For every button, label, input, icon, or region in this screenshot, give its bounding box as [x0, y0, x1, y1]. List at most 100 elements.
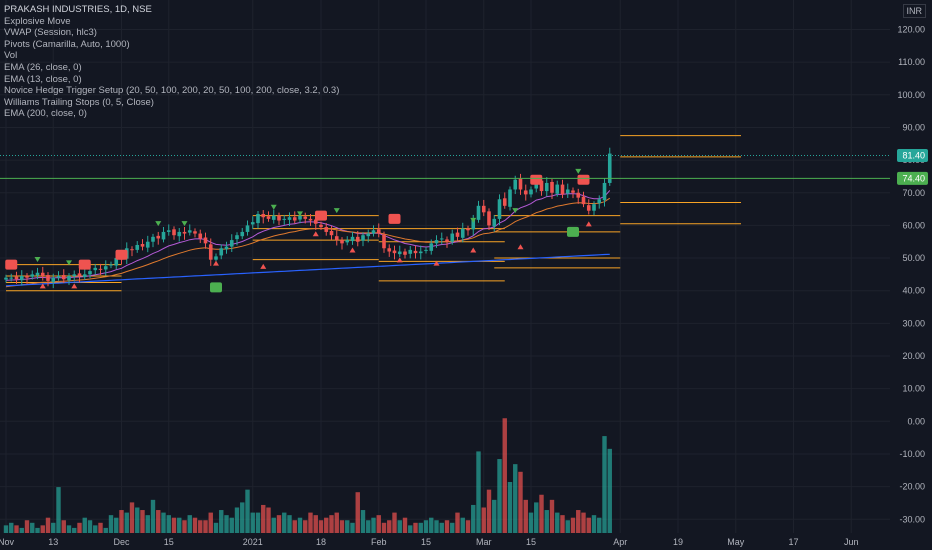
volume-bar: [276, 515, 282, 533]
volume-bar: [591, 515, 597, 533]
candle-body: [245, 225, 250, 232]
volume-bar: [19, 527, 24, 533]
volume-bar: [313, 515, 318, 533]
candle-body: [298, 215, 302, 220]
candle-body: [597, 199, 602, 204]
x-tick-label: 15: [164, 537, 174, 547]
x-tick-label: 19: [673, 537, 683, 547]
volume-bar: [192, 517, 198, 533]
sell-stop-arrow: [433, 260, 440, 266]
indicator-vol[interactable]: Vol: [4, 50, 18, 62]
volume-bar: [229, 517, 234, 533]
candle-body: [198, 233, 203, 239]
volume-bar: [30, 522, 35, 533]
price-levels: [0, 155, 890, 179]
candle-body: [518, 178, 523, 190]
candle-body: [51, 277, 56, 282]
y-axis: 120.00110.00100.0090.0080.0070.0060.0050…: [897, 25, 928, 524]
volume-bar: [114, 517, 119, 533]
indicator-ema-200[interactable]: EMA (200, close, 0): [4, 108, 87, 120]
currency-label[interactable]: INR: [902, 4, 926, 18]
candle-body: [607, 153, 612, 183]
volume-bar: [35, 527, 40, 533]
x-tick-label: 17: [788, 537, 798, 547]
volume-bar: [93, 525, 98, 533]
candle-body: [103, 266, 108, 270]
sell-signal-tag: [388, 213, 401, 224]
volume-bar: [387, 520, 392, 533]
volume-bar: [518, 471, 523, 533]
indicator-williams-stops[interactable]: Williams Trailing Stops (0, 5, Close): [4, 96, 154, 108]
candle-body: [439, 238, 444, 240]
volume-bar: [439, 522, 444, 533]
ema-200-line: [5, 253, 610, 287]
candle-body: [513, 179, 518, 190]
candle-body: [361, 235, 365, 241]
candle-body: [208, 244, 213, 260]
candle-body: [366, 233, 371, 237]
indicator-vwap[interactable]: VWAP (Session, hlc3): [4, 27, 97, 39]
candle-body: [35, 272, 40, 276]
candle-body: [313, 219, 318, 224]
symbol-title[interactable]: PRAKASH INDUSTRIES, 1D, NSE: [4, 4, 152, 15]
candle-body: [602, 182, 607, 201]
volume-bar: [203, 520, 208, 533]
volume-bar: [413, 522, 418, 533]
volume-bar: [77, 522, 82, 533]
indicator-pivots[interactable]: Pivots (Camarilla, Auto, 1000): [4, 38, 130, 50]
volume-bar: [534, 502, 539, 533]
candle-body: [177, 231, 182, 237]
last-price-label: 81.40: [902, 151, 925, 161]
volume-bar: [345, 520, 350, 533]
last-price-label-bg: [897, 149, 928, 163]
volume-bar: [297, 517, 303, 533]
candle-body: [592, 204, 596, 211]
buy-stop-arrow: [512, 208, 519, 214]
candle-body: [271, 215, 276, 220]
indicator-novice-hedge[interactable]: Novice Hedge Trigger Setup (20, 50, 100,…: [4, 85, 340, 97]
x-tick-label: May: [727, 537, 745, 547]
sell-signal-tag: [315, 210, 327, 221]
volume-bar: [171, 517, 177, 533]
candle-body: [250, 222, 255, 225]
volume-bar: [40, 525, 45, 533]
candle-body: [187, 230, 192, 233]
volume-bar: [434, 520, 439, 533]
volume-bar: [135, 507, 140, 533]
volume-bar: [350, 522, 355, 533]
candle-body: [292, 217, 297, 221]
y-tick-label: -10.00: [899, 449, 925, 459]
indicator-explosive-move[interactable]: Explosive Move: [4, 15, 71, 27]
volume-bar: [318, 520, 324, 533]
candle-body: [114, 258, 119, 266]
volume-bar: [492, 499, 497, 533]
candle-body: [397, 251, 402, 255]
candle-body: [450, 233, 455, 242]
volume-bar: [129, 502, 135, 533]
indicator-ema-26[interactable]: EMA (26, close, 0): [4, 61, 82, 73]
volume-bar: [476, 451, 481, 533]
volume-bars: [3, 418, 612, 533]
sell-stop-arrow: [349, 247, 356, 253]
ema-lines: [5, 190, 611, 288]
x-tick-label: Dec: [113, 537, 130, 547]
candle-body: [408, 249, 413, 254]
x-axis: Nov 13 Dec 15 2021 18 Feb 15 Mar 15 Apr 19 May 17 Jun: [0, 537, 859, 547]
volume-bar: [61, 520, 66, 533]
indicator-ema-13[interactable]: EMA (13, close, 0): [4, 73, 82, 85]
volume-bar: [376, 515, 381, 533]
candle-body: [61, 275, 66, 280]
candle-body: [287, 217, 292, 220]
candle-body: [476, 205, 481, 220]
volume-bar: [486, 489, 492, 533]
candle-body: [481, 205, 486, 213]
sell-stop-arrow: [260, 263, 267, 269]
volume-bar: [282, 512, 287, 533]
candlesticks: [4, 147, 612, 289]
volume-bar: [523, 499, 528, 533]
candle-body: [214, 256, 218, 260]
y-tick-label: 60.00: [902, 220, 925, 230]
candle-body: [277, 215, 281, 221]
sell-signal-tag: [78, 259, 91, 270]
